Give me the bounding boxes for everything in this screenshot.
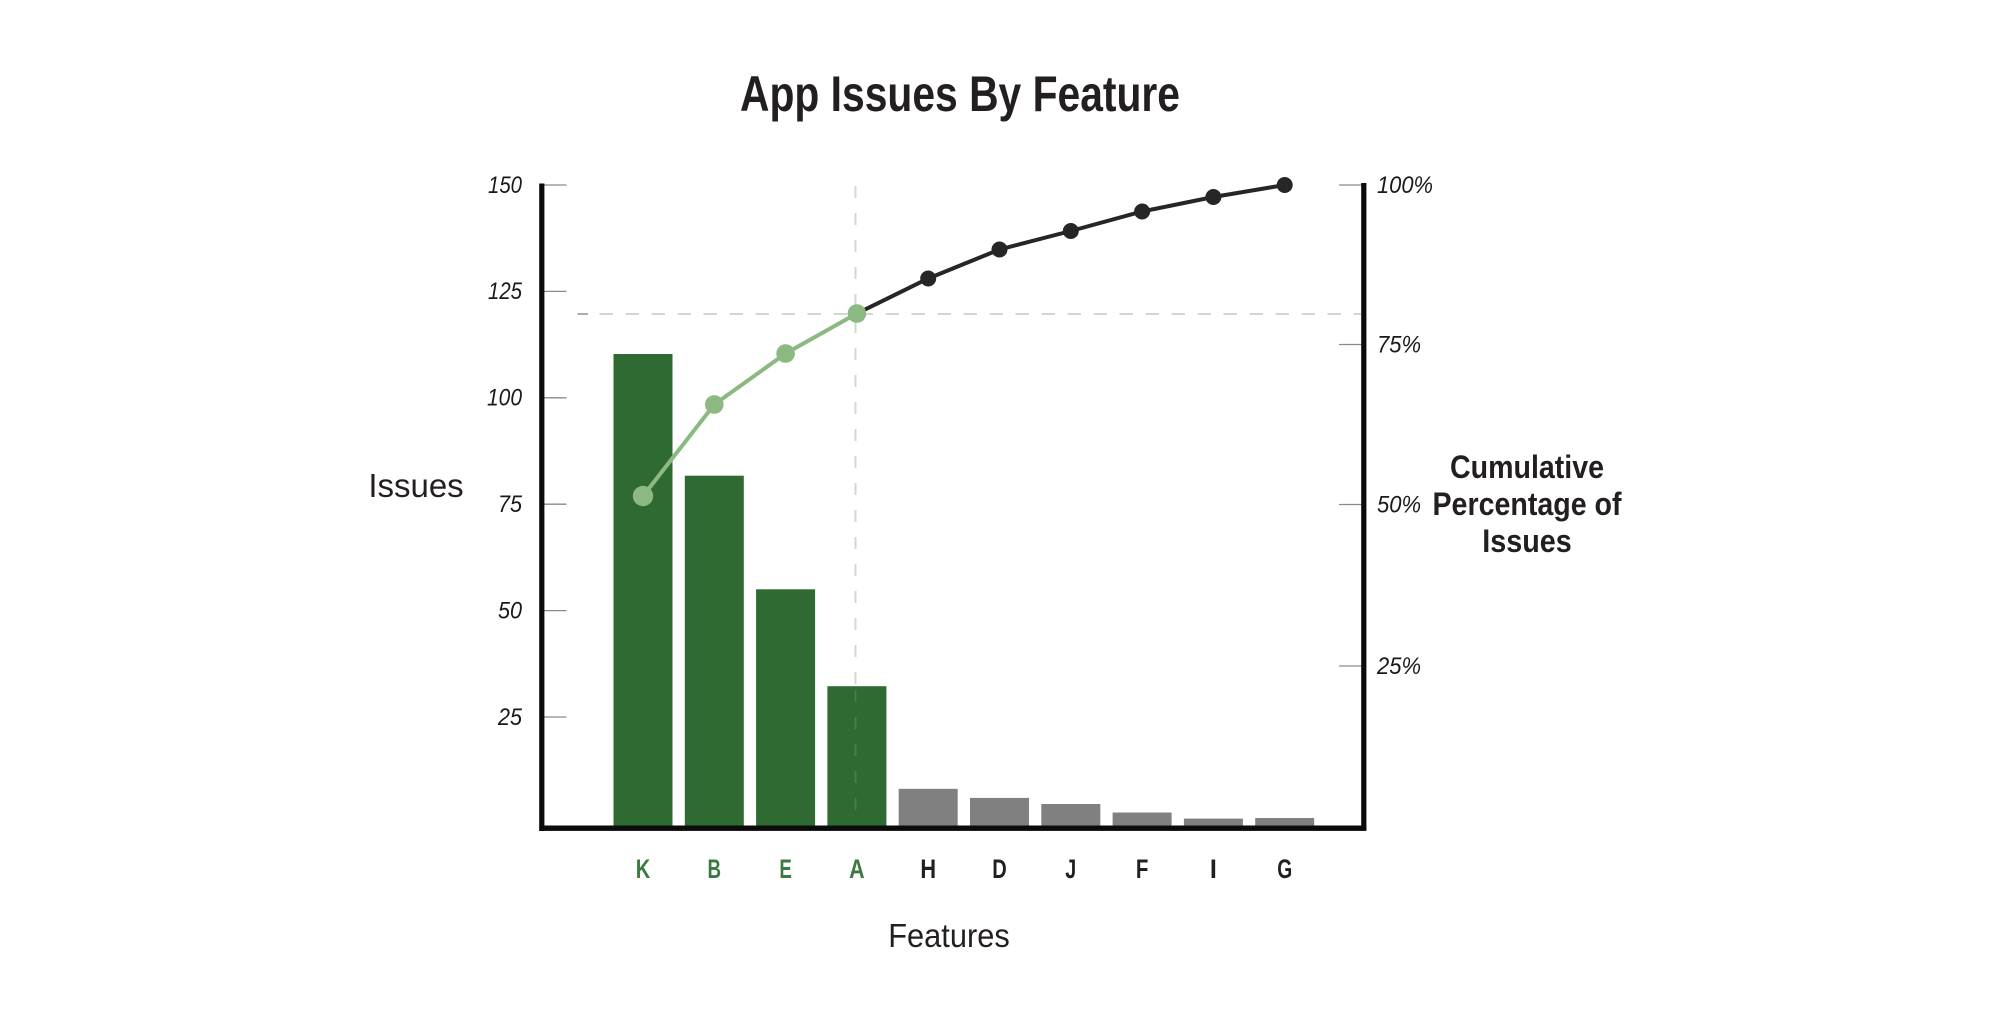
svg-text:75%: 75%	[1377, 331, 1421, 358]
svg-text:25%: 25%	[1376, 653, 1421, 680]
svg-text:A: A	[849, 854, 865, 884]
svg-text:G: G	[1277, 854, 1292, 884]
svg-text:125: 125	[488, 278, 523, 305]
svg-text:I: I	[1210, 854, 1217, 884]
svg-text:F: F	[1136, 854, 1149, 884]
svg-text:D: D	[992, 854, 1007, 884]
svg-text:100%: 100%	[1377, 172, 1433, 199]
svg-text:50: 50	[498, 597, 523, 624]
svg-text:K: K	[636, 854, 651, 884]
svg-text:Features: Features	[888, 917, 1010, 954]
svg-text:E: E	[779, 854, 792, 884]
svg-text:150: 150	[488, 172, 523, 199]
svg-text:J: J	[1065, 854, 1076, 884]
svg-text:Issues: Issues	[1482, 523, 1572, 559]
svg-text:Cumulative: Cumulative	[1450, 449, 1604, 485]
svg-text:Percentage of: Percentage of	[1433, 486, 1622, 522]
svg-text:50%: 50%	[1377, 491, 1421, 518]
svg-text:H: H	[920, 854, 936, 884]
svg-text:App Issues By Feature: App Issues By Feature	[740, 66, 1180, 122]
svg-text:75: 75	[498, 491, 523, 518]
svg-text:25: 25	[497, 704, 522, 731]
svg-text:B: B	[708, 854, 722, 884]
svg-text:Issues: Issues	[368, 467, 463, 504]
svg-text:100: 100	[487, 385, 523, 412]
